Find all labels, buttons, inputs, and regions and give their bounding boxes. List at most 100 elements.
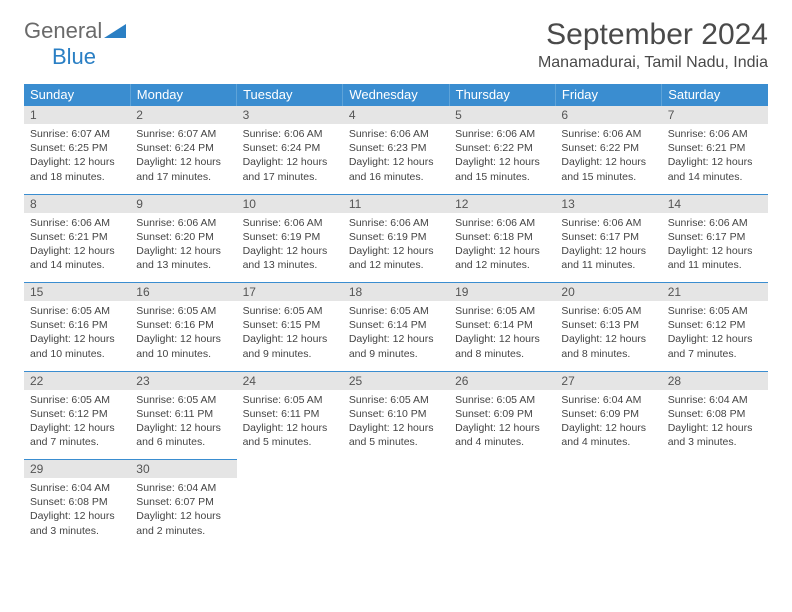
day-data-cell: Sunrise: 6:05 AMSunset: 6:10 PMDaylight:…: [343, 390, 449, 460]
daylight-line: Daylight: 12 hours and 14 minutes.: [30, 244, 124, 272]
day-number-cell: 25: [343, 371, 449, 390]
sunset-line: Sunset: 6:16 PM: [30, 318, 124, 332]
sunset-line: Sunset: 6:10 PM: [349, 407, 443, 421]
sunset-line: Sunset: 6:20 PM: [136, 230, 230, 244]
sunrise-line: Sunrise: 6:04 AM: [561, 393, 655, 407]
daylight-line: Daylight: 12 hours and 3 minutes.: [668, 421, 762, 449]
day-data-cell: Sunrise: 6:05 AMSunset: 6:11 PMDaylight:…: [130, 390, 236, 460]
sunrise-line: Sunrise: 6:05 AM: [455, 304, 549, 318]
sunset-line: Sunset: 6:17 PM: [561, 230, 655, 244]
day-number-cell: [662, 460, 768, 479]
daylight-line: Daylight: 12 hours and 6 minutes.: [136, 421, 230, 449]
day-number-cell: 18: [343, 283, 449, 302]
daylight-line: Daylight: 12 hours and 13 minutes.: [136, 244, 230, 272]
sunset-line: Sunset: 6:22 PM: [561, 141, 655, 155]
day-data-cell: [449, 478, 555, 548]
day-number-cell: 9: [130, 194, 236, 213]
daylight-line: Daylight: 12 hours and 15 minutes.: [561, 155, 655, 183]
day-number-cell: 10: [237, 194, 343, 213]
sunset-line: Sunset: 6:18 PM: [455, 230, 549, 244]
sunrise-line: Sunrise: 6:06 AM: [243, 216, 337, 230]
day-data-cell: Sunrise: 6:06 AMSunset: 6:17 PMDaylight:…: [555, 213, 661, 283]
sunrise-line: Sunrise: 6:04 AM: [30, 481, 124, 495]
weekday-header: Friday: [555, 84, 661, 106]
day-number-row: 15161718192021: [24, 283, 768, 302]
day-number-cell: 13: [555, 194, 661, 213]
sunrise-line: Sunrise: 6:06 AM: [561, 216, 655, 230]
daylight-line: Daylight: 12 hours and 5 minutes.: [243, 421, 337, 449]
calendar-table: SundayMondayTuesdayWednesdayThursdayFrid…: [24, 84, 768, 548]
day-data-cell: Sunrise: 6:04 AMSunset: 6:07 PMDaylight:…: [130, 478, 236, 548]
sunset-line: Sunset: 6:24 PM: [136, 141, 230, 155]
day-number-cell: 7: [662, 106, 768, 125]
day-data-cell: Sunrise: 6:06 AMSunset: 6:17 PMDaylight:…: [662, 213, 768, 283]
sunrise-line: Sunrise: 6:06 AM: [136, 216, 230, 230]
sunset-line: Sunset: 6:08 PM: [30, 495, 124, 509]
logo-text: General Blue: [24, 18, 126, 70]
weekday-header: Thursday: [449, 84, 555, 106]
day-number-row: 891011121314: [24, 194, 768, 213]
day-data-cell: Sunrise: 6:05 AMSunset: 6:09 PMDaylight:…: [449, 390, 555, 460]
sunrise-line: Sunrise: 6:05 AM: [136, 304, 230, 318]
day-number-cell: 28: [662, 371, 768, 390]
daylight-line: Daylight: 12 hours and 16 minutes.: [349, 155, 443, 183]
day-data-cell: Sunrise: 6:06 AMSunset: 6:22 PMDaylight:…: [555, 124, 661, 194]
sunset-line: Sunset: 6:19 PM: [349, 230, 443, 244]
day-data-row: Sunrise: 6:06 AMSunset: 6:21 PMDaylight:…: [24, 213, 768, 283]
sunrise-line: Sunrise: 6:05 AM: [561, 304, 655, 318]
header: General Blue September 2024 Manamadurai,…: [24, 18, 768, 72]
weekday-header: Sunday: [24, 84, 130, 106]
day-data-cell: Sunrise: 6:06 AMSunset: 6:20 PMDaylight:…: [130, 213, 236, 283]
location: Manamadurai, Tamil Nadu, India: [538, 54, 768, 72]
sunset-line: Sunset: 6:13 PM: [561, 318, 655, 332]
daylight-line: Daylight: 12 hours and 3 minutes.: [30, 509, 124, 537]
day-number-cell: 16: [130, 283, 236, 302]
sunset-line: Sunset: 6:12 PM: [668, 318, 762, 332]
sunrise-line: Sunrise: 6:06 AM: [668, 127, 762, 141]
day-data-cell: [555, 478, 661, 548]
day-data-row: Sunrise: 6:07 AMSunset: 6:25 PMDaylight:…: [24, 124, 768, 194]
sunrise-line: Sunrise: 6:06 AM: [455, 216, 549, 230]
sunset-line: Sunset: 6:24 PM: [243, 141, 337, 155]
sunset-line: Sunset: 6:21 PM: [30, 230, 124, 244]
sunrise-line: Sunrise: 6:06 AM: [349, 216, 443, 230]
day-number-row: 2930: [24, 460, 768, 479]
day-number-cell: [555, 460, 661, 479]
sunrise-line: Sunrise: 6:05 AM: [243, 393, 337, 407]
weekday-header: Monday: [130, 84, 236, 106]
day-number-cell: 17: [237, 283, 343, 302]
day-number-cell: 24: [237, 371, 343, 390]
sunrise-line: Sunrise: 6:06 AM: [561, 127, 655, 141]
sunrise-line: Sunrise: 6:05 AM: [136, 393, 230, 407]
sunset-line: Sunset: 6:12 PM: [30, 407, 124, 421]
sunset-line: Sunset: 6:08 PM: [668, 407, 762, 421]
sunset-line: Sunset: 6:11 PM: [136, 407, 230, 421]
day-data-cell: Sunrise: 6:05 AMSunset: 6:16 PMDaylight:…: [130, 301, 236, 371]
day-number-cell: 30: [130, 460, 236, 479]
sunset-line: Sunset: 6:16 PM: [136, 318, 230, 332]
title-block: September 2024 Manamadurai, Tamil Nadu, …: [538, 18, 768, 72]
day-number-cell: 22: [24, 371, 130, 390]
sunset-line: Sunset: 6:19 PM: [243, 230, 337, 244]
day-data-cell: Sunrise: 6:06 AMSunset: 6:18 PMDaylight:…: [449, 213, 555, 283]
day-data-row: Sunrise: 6:05 AMSunset: 6:16 PMDaylight:…: [24, 301, 768, 371]
sunrise-line: Sunrise: 6:07 AM: [136, 127, 230, 141]
daylight-line: Daylight: 12 hours and 18 minutes.: [30, 155, 124, 183]
day-number-cell: [343, 460, 449, 479]
day-number-cell: 29: [24, 460, 130, 479]
day-data-cell: Sunrise: 6:05 AMSunset: 6:13 PMDaylight:…: [555, 301, 661, 371]
sunrise-line: Sunrise: 6:05 AM: [349, 393, 443, 407]
daylight-line: Daylight: 12 hours and 5 minutes.: [349, 421, 443, 449]
sunset-line: Sunset: 6:09 PM: [561, 407, 655, 421]
sunrise-line: Sunrise: 6:05 AM: [30, 304, 124, 318]
day-data-cell: Sunrise: 6:06 AMSunset: 6:24 PMDaylight:…: [237, 124, 343, 194]
sunrise-line: Sunrise: 6:04 AM: [136, 481, 230, 495]
sunset-line: Sunset: 6:21 PM: [668, 141, 762, 155]
daylight-line: Daylight: 12 hours and 2 minutes.: [136, 509, 230, 537]
triangle-icon: [104, 24, 126, 38]
sunrise-line: Sunrise: 6:05 AM: [349, 304, 443, 318]
sunset-line: Sunset: 6:09 PM: [455, 407, 549, 421]
day-data-cell: Sunrise: 6:05 AMSunset: 6:15 PMDaylight:…: [237, 301, 343, 371]
daylight-line: Daylight: 12 hours and 10 minutes.: [30, 332, 124, 360]
day-number-cell: [449, 460, 555, 479]
